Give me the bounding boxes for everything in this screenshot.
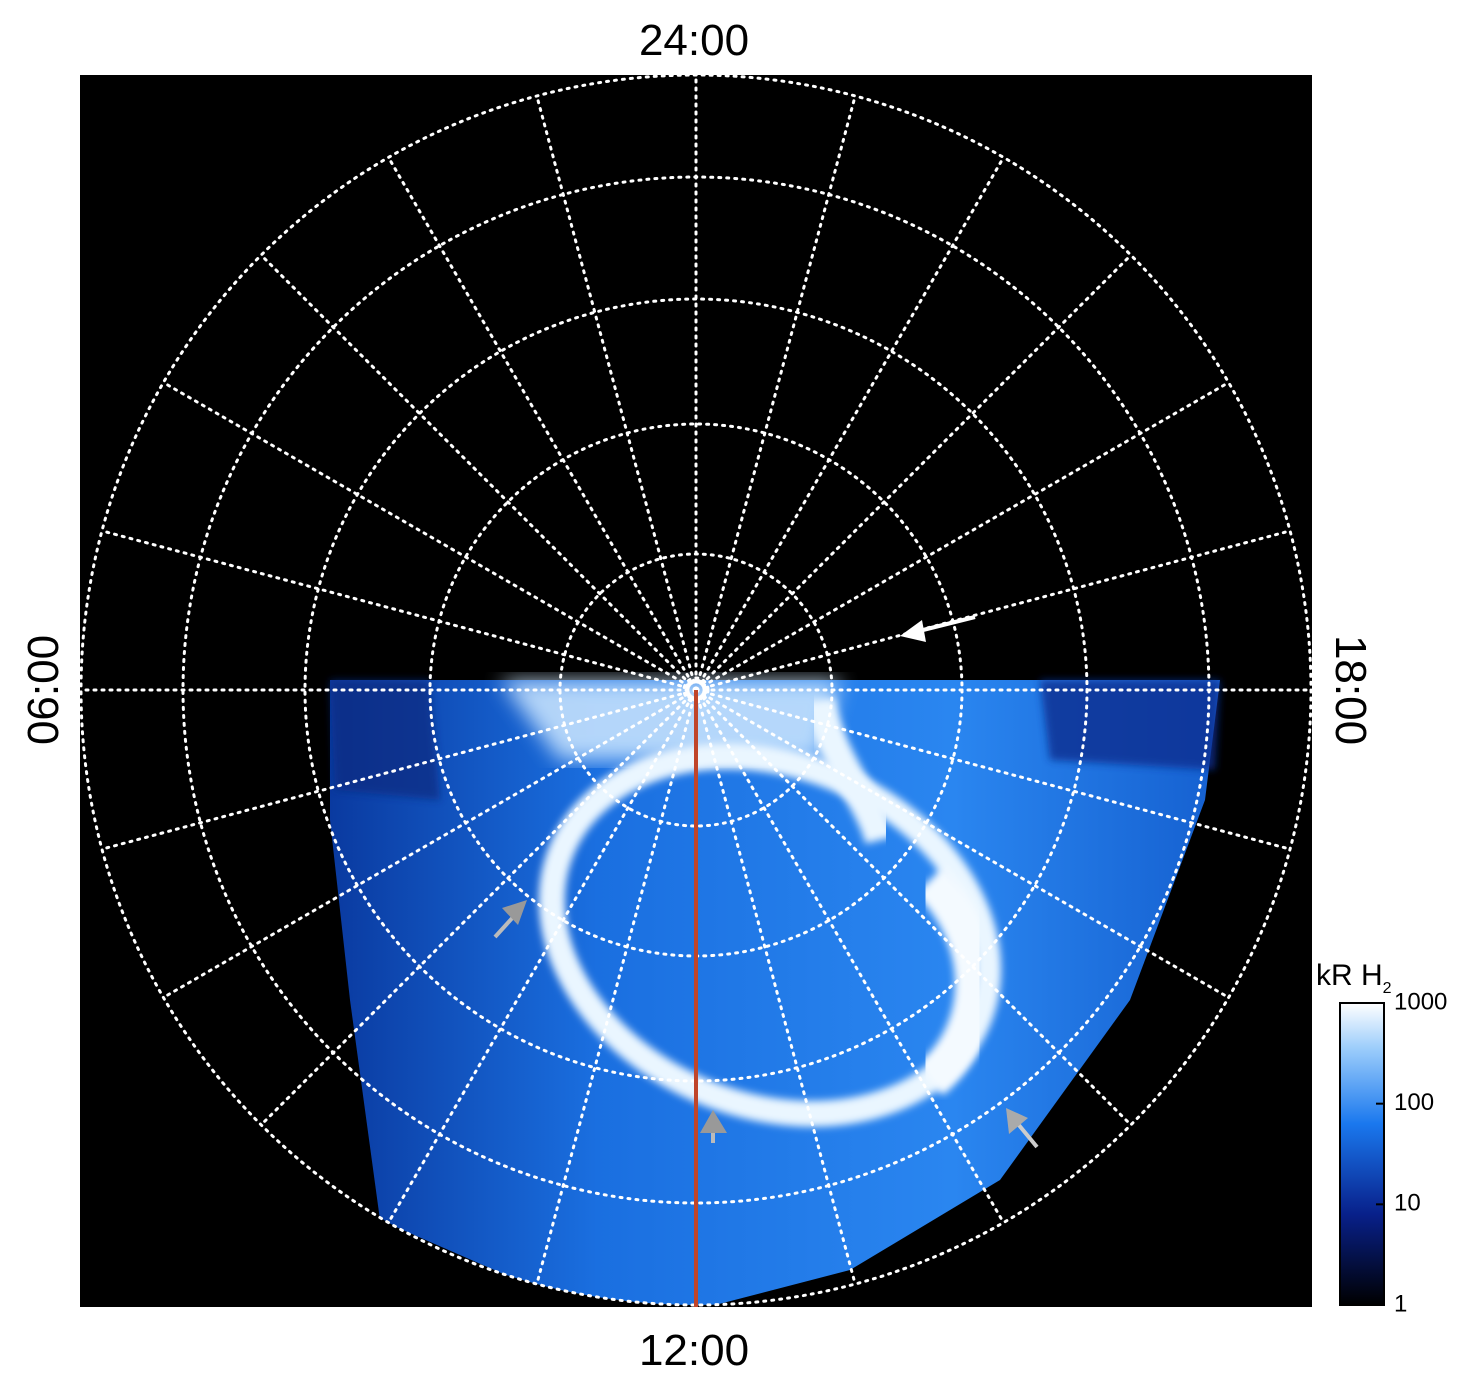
label-top: 24:00 (639, 16, 749, 65)
grid-spoke (694, 94, 857, 692)
arrow-head (700, 1110, 727, 1133)
grid-spoke (161, 688, 698, 999)
arrow (914, 615, 976, 634)
arrow (493, 913, 517, 939)
grid-spoke (694, 529, 1292, 692)
grid-spoke (694, 688, 1133, 1127)
label-left: 06:00 (19, 635, 68, 745)
arrow-head (502, 900, 527, 925)
arrow (1016, 1122, 1039, 1149)
colorbar-tick-label: 10 (1394, 1190, 1421, 1217)
arrow-head (1006, 1108, 1028, 1134)
grid-spoke (535, 688, 698, 1286)
aurora-image (330, 680, 1220, 1305)
grid-spoke (694, 688, 1005, 1225)
colorbar-tick-label: 100 (1394, 1089, 1434, 1116)
colorbar-tick-label: 1 (1394, 1290, 1407, 1317)
colorbar-title-sub: 2 (1383, 980, 1392, 997)
grid-spoke (161, 381, 698, 692)
grid-spoke (100, 688, 698, 851)
colorbar: kR H2 1 10 100 1000 (1316, 959, 1447, 1317)
colorbar-tick-label: 1000 (1394, 988, 1447, 1015)
grid-spoke (100, 529, 698, 692)
label-right: 18:00 (1326, 635, 1375, 745)
grid-spoke (259, 253, 698, 692)
grid-spoke (694, 688, 1231, 999)
grid-spoke (259, 688, 698, 1127)
arrow-head (900, 620, 926, 642)
colorbar-scale (1339, 1002, 1385, 1306)
grid-circle (79, 73, 1313, 1307)
colorbar-title-text: kR H (1316, 959, 1383, 992)
grid-spoke (694, 253, 1133, 692)
grid-spoke (694, 688, 1292, 851)
grid-spoke (694, 155, 1005, 692)
grid-spoke (694, 381, 1231, 692)
grid-spoke (387, 688, 698, 1225)
grid-spoke (694, 688, 857, 1286)
grid-spoke (535, 94, 698, 692)
grid-spoke (387, 155, 698, 692)
arrows (493, 615, 1039, 1149)
label-bottom: 12:00 (639, 1326, 749, 1375)
colorbar-title: kR H2 (1316, 959, 1392, 997)
